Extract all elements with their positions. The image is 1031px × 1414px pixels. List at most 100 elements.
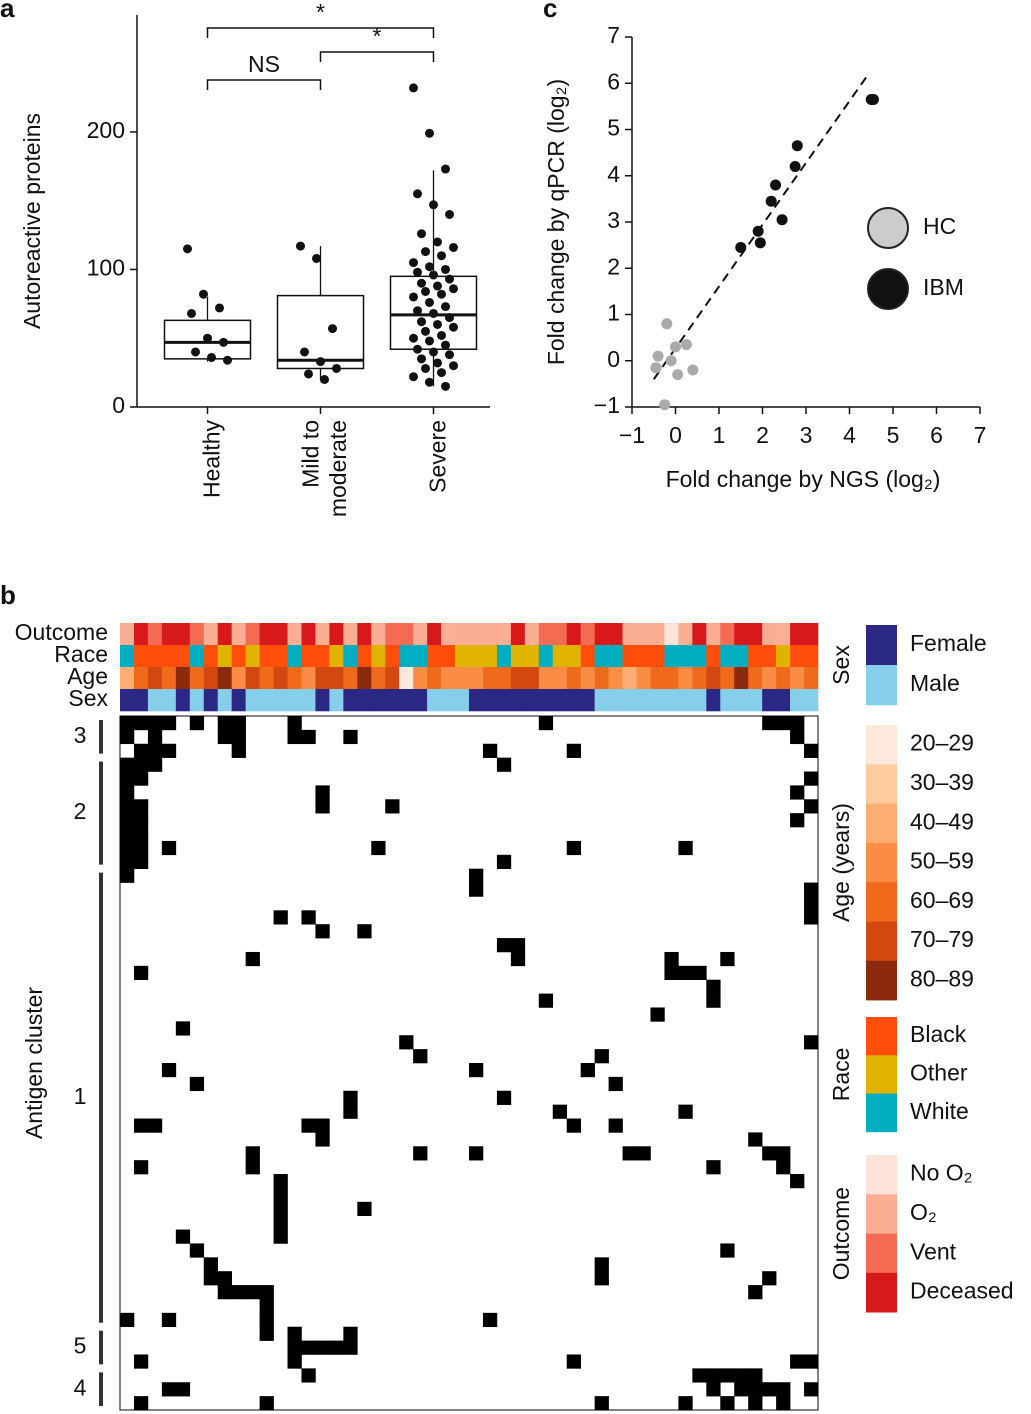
- heatmap-cell: [343, 1326, 358, 1341]
- heatmap-cell: [608, 1076, 623, 1092]
- x-tick-label: 0: [669, 422, 682, 448]
- legend-title: Age (years): [828, 803, 854, 922]
- x-tick-label: 1: [713, 422, 726, 448]
- heatmap-cell: [301, 1368, 316, 1383]
- heatmap-cell: [399, 1035, 414, 1050]
- annotation-cell: [217, 689, 232, 712]
- heatmap-cell: [301, 1118, 316, 1133]
- heatmap-cell: [161, 1063, 177, 1078]
- annotation-cell: [413, 667, 428, 690]
- heatmap-cell: [161, 743, 177, 758]
- heatmap-cell: [734, 1368, 749, 1383]
- point: [425, 262, 434, 272]
- annotation-cell: [301, 667, 316, 690]
- heatmap-cell: [776, 1382, 791, 1397]
- heatmap-cell: [217, 729, 232, 745]
- heatmap-cell: [175, 1021, 191, 1036]
- heatmap-cell: [692, 1368, 707, 1383]
- point: [215, 303, 224, 313]
- annotation-cell: [552, 667, 568, 690]
- annotation-cell: [608, 645, 623, 668]
- heatmap-cell: [231, 729, 246, 745]
- heatmap-cell: [343, 729, 358, 745]
- heatmap-cell: [678, 1396, 693, 1411]
- heatmap-cell: [217, 716, 232, 731]
- annotation-cell: [133, 689, 149, 712]
- heatmap-cell: [217, 1271, 232, 1286]
- annotation-cell: [343, 645, 358, 668]
- annotation-cell: [427, 667, 442, 690]
- x-tick-label: 4: [843, 422, 856, 448]
- heatmap-cell: [594, 1396, 609, 1411]
- annotation-cell: [804, 645, 819, 668]
- cluster-label: 4: [74, 1374, 87, 1400]
- x-tick-label: 6: [930, 422, 943, 448]
- box: [276, 294, 365, 370]
- point: [445, 313, 454, 323]
- point: [672, 369, 684, 381]
- annotation-cell: [175, 645, 191, 668]
- annotation-cell: [203, 667, 219, 690]
- x-tick-label: Severe: [425, 420, 451, 493]
- annotation-cell: [650, 689, 665, 712]
- legend-label: Black: [910, 1021, 967, 1047]
- significance-label: *: [373, 23, 382, 49]
- annotation-cell: [496, 623, 512, 646]
- legend-swatch: [866, 764, 897, 804]
- heatmap-cell: [496, 757, 512, 772]
- panel-label: a: [0, 0, 15, 23]
- heatmap-cell: [804, 1382, 819, 1397]
- heatmap-cell: [133, 827, 149, 842]
- heatmap-cell: [259, 1396, 274, 1411]
- annotation-cell: [287, 667, 302, 690]
- y-tick-label: 7: [607, 22, 620, 48]
- annotation-cell: [482, 623, 498, 646]
- annotation-cell: [622, 623, 637, 646]
- heatmap-cell: [329, 1340, 344, 1355]
- heatmap-cell: [804, 896, 819, 911]
- annotation-cell: [371, 689, 386, 712]
- heatmap-cell: [120, 827, 135, 842]
- point: [296, 241, 305, 251]
- annotation-cell: [566, 689, 581, 712]
- annotation-cell: [231, 689, 246, 712]
- point: [445, 274, 454, 284]
- point: [417, 354, 426, 364]
- legend-swatch: [866, 625, 897, 666]
- x-tick-label: Healthy: [199, 420, 225, 498]
- annotation-cell: [734, 623, 749, 646]
- cluster-label: 3: [74, 722, 87, 748]
- annotation-cell: [804, 689, 819, 712]
- annotation-cell: [790, 645, 805, 668]
- point: [421, 363, 430, 373]
- heatmap-cell: [790, 813, 805, 828]
- heatmap-cell: [120, 716, 135, 731]
- heatmap-cell: [790, 785, 805, 800]
- point: [187, 308, 196, 318]
- annotation-cell: [343, 667, 358, 690]
- heatmap-cell: [231, 1285, 246, 1300]
- point: [865, 93, 877, 105]
- legend-swatch: [866, 1233, 897, 1274]
- legend-swatch: [866, 1272, 897, 1313]
- heatmap-cell: [762, 1271, 777, 1286]
- heatmap-cell: [133, 1354, 149, 1369]
- y-axis-label: Antigen cluster: [21, 987, 47, 1139]
- significance-label: *: [316, 0, 325, 25]
- annotation-cell: [399, 645, 414, 668]
- heatmap-cell: [189, 1243, 205, 1258]
- point: [441, 164, 450, 174]
- y-tick-label: 0: [607, 346, 620, 372]
- heatmap-cell: [203, 1257, 219, 1272]
- point: [409, 83, 418, 93]
- heatmap-cell: [120, 785, 135, 800]
- point: [207, 352, 216, 362]
- heatmap-cell: [720, 951, 735, 967]
- annotation-cell: [650, 667, 665, 690]
- annotation-cell: [189, 667, 205, 690]
- heatmap-cell: [748, 1396, 763, 1411]
- annotation-cell: [231, 623, 246, 646]
- legend-swatch: [867, 207, 909, 249]
- heatmap-cell: [133, 1118, 149, 1133]
- annotation-cell: [566, 623, 581, 646]
